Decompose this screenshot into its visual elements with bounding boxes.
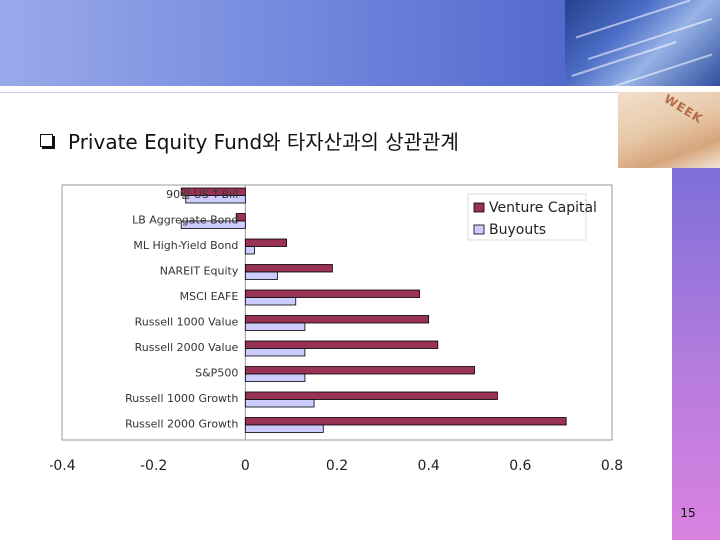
page-number: 15	[680, 506, 696, 520]
bar-buyouts	[244, 399, 315, 408]
bar-buyouts	[244, 271, 278, 280]
legend-label: Buyouts	[489, 222, 546, 238]
x-tick-label: 0	[241, 458, 250, 474]
x-tick-label: -0.2	[140, 458, 167, 474]
bar-venture-capital	[244, 391, 498, 400]
bar-venture-capital	[244, 315, 430, 324]
bar-buyouts	[244, 373, 306, 382]
checkbox-bullet-icon	[40, 133, 53, 147]
bar-venture-capital	[244, 264, 333, 273]
legend-label: Venture Capital	[489, 200, 597, 216]
bar-buyouts	[180, 220, 246, 229]
slide-title: Private Equity Fund와 타자산과의 상관관계	[68, 129, 459, 154]
bar-buyouts	[244, 322, 306, 331]
bar-venture-capital	[244, 289, 420, 298]
bar-buyouts	[185, 195, 246, 204]
correlation-chart: 90일 US T-Bill LB Aggregate Bond ML High-Yi…	[50, 178, 640, 478]
bar-buyouts	[244, 424, 324, 433]
bar-buyouts	[244, 297, 297, 306]
x-tick-label: 0.6	[509, 458, 531, 474]
legend-swatch	[473, 224, 485, 235]
bar-venture-capital	[244, 366, 475, 375]
x-tick-label: 0.8	[601, 458, 623, 474]
bar-venture-capital	[244, 238, 287, 247]
newspaper-photo: WEEK	[618, 92, 720, 168]
legend-box	[467, 193, 587, 241]
category-label: Russell 2000 Growth	[125, 418, 238, 431]
category-label: LB Aggregate Bond	[132, 214, 238, 227]
category-label: MSCI EAFE	[180, 290, 239, 303]
finance-paper-photo	[565, 0, 720, 86]
category-label: Russell 1000 Value	[135, 316, 239, 329]
x-tick-label: 0.4	[418, 458, 440, 474]
bar-buyouts	[244, 246, 255, 255]
category-label: ML High-Yield Bond	[133, 239, 238, 252]
category-label: Russell 1000 Growth	[125, 392, 238, 405]
category-label: Russell 2000 Value	[135, 341, 239, 354]
bar-buyouts	[244, 348, 306, 357]
slide-title-row: Private Equity Fund와 타자산과의 상관관계	[40, 127, 459, 154]
bar-chart-svg: 90일 US T-Bill LB Aggregate Bond ML High-Yi…	[50, 184, 623, 474]
side-band	[672, 168, 720, 540]
category-label: 90일 US T-Bill	[166, 187, 238, 201]
bar-venture-capital	[244, 340, 439, 349]
x-tick-label: -0.4	[50, 458, 76, 474]
category-label: S&P500	[195, 367, 238, 380]
x-tick-label: 0.2	[326, 458, 348, 474]
bar-venture-capital	[244, 417, 567, 426]
category-label: NAREIT Equity	[160, 265, 239, 278]
legend-swatch	[473, 202, 485, 213]
header-divider	[0, 86, 720, 93]
